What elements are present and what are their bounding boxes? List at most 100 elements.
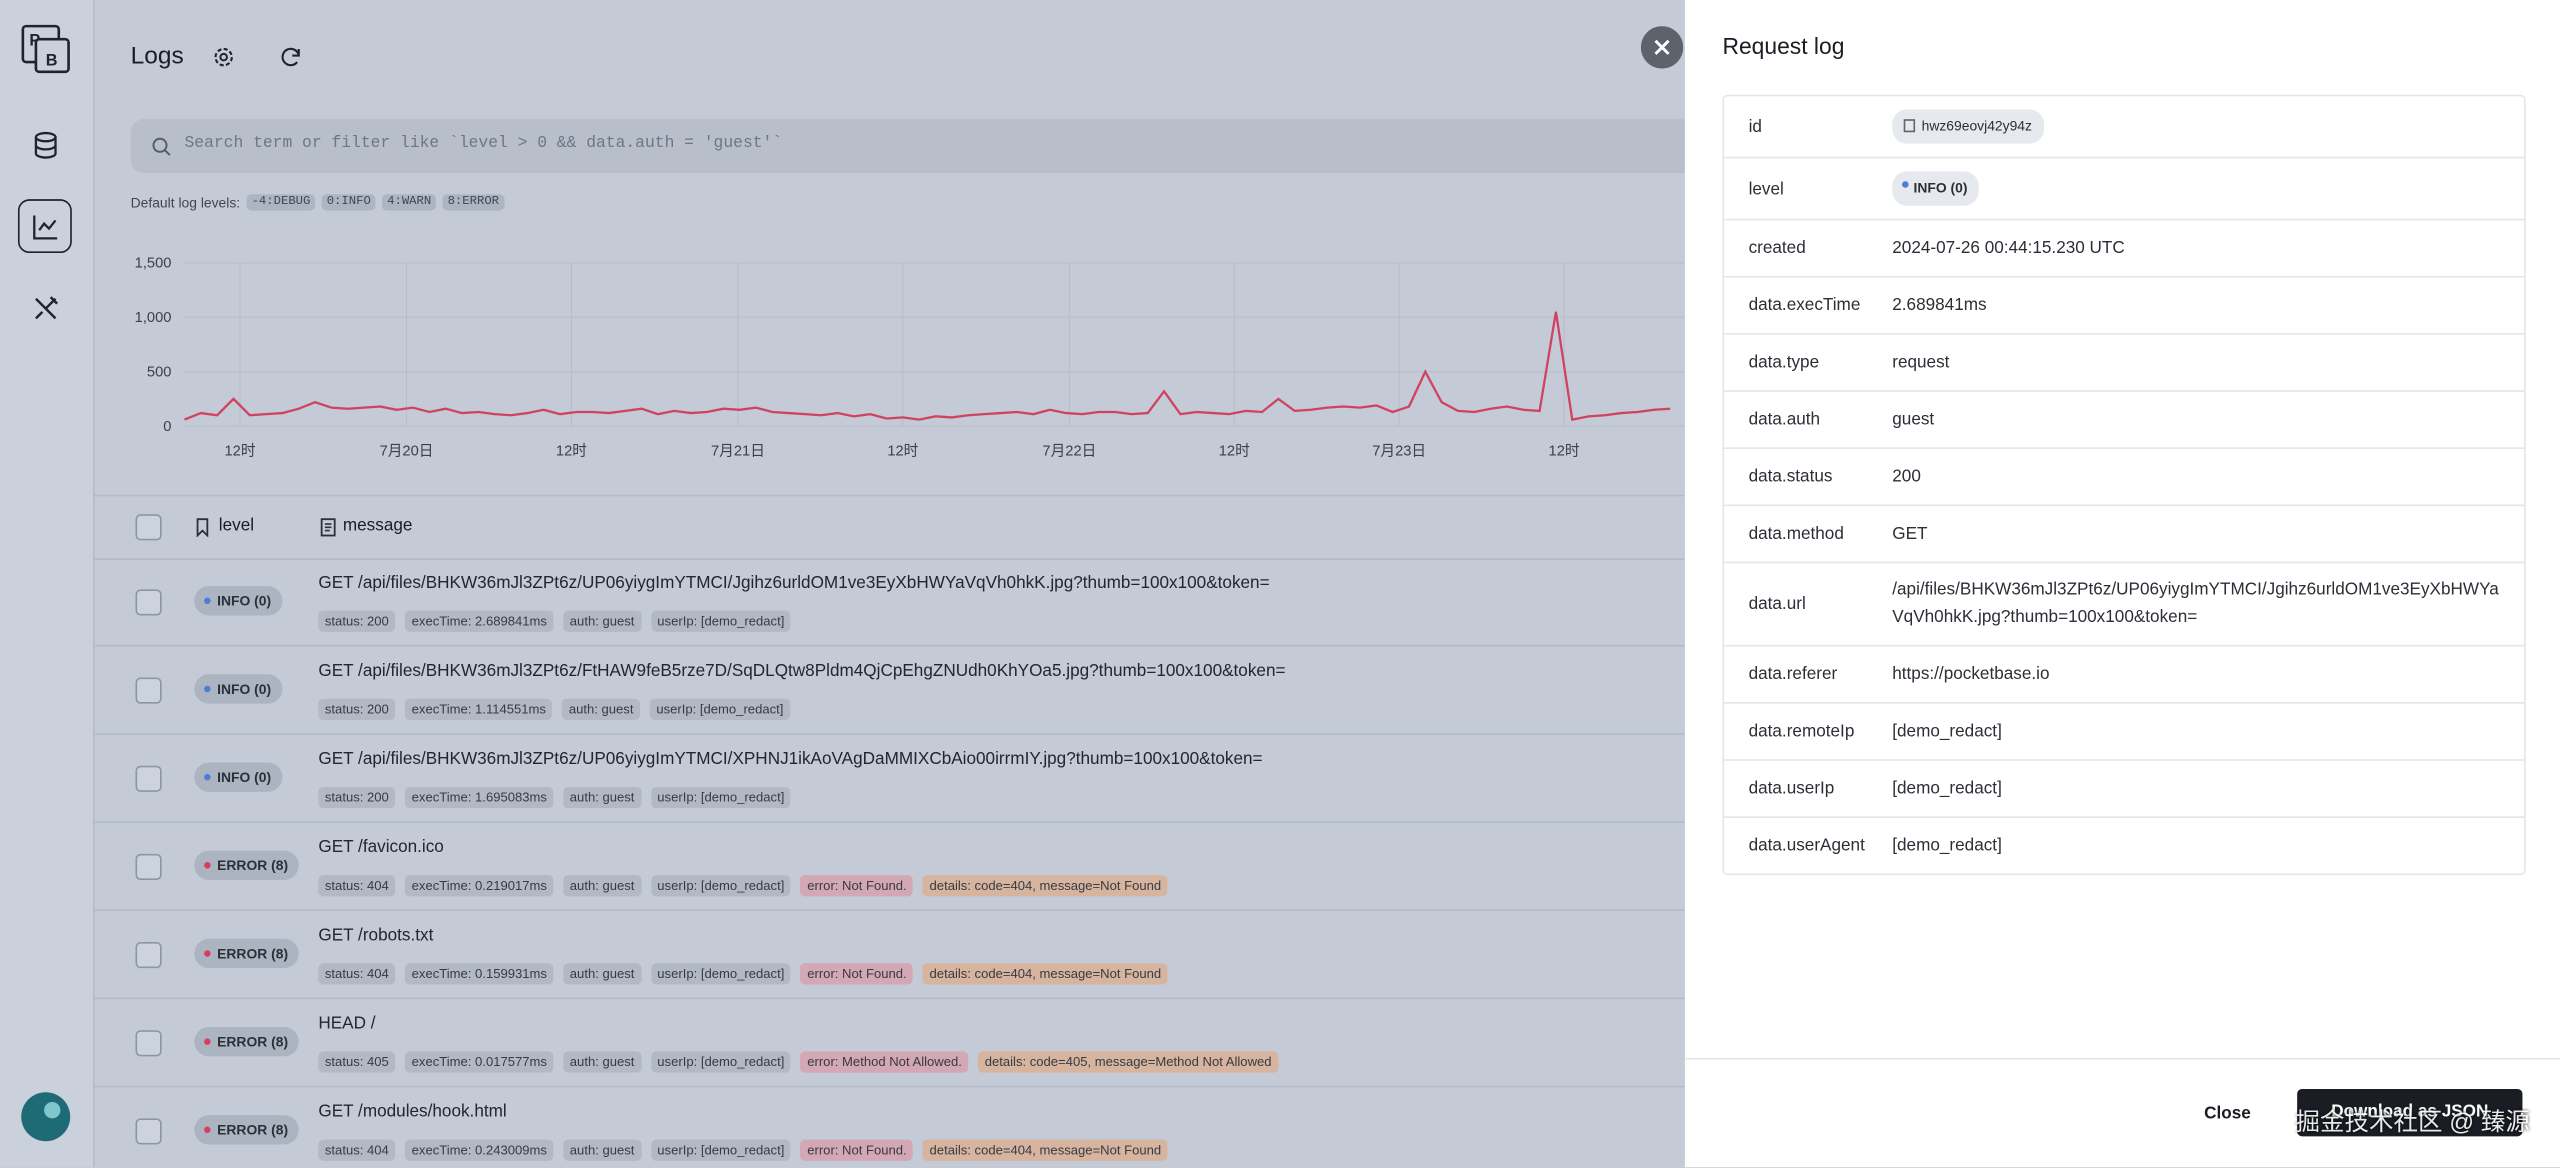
level-badge: INFO (0) bbox=[194, 586, 283, 616]
log-message: GET /robots.txt bbox=[318, 925, 434, 946]
detail-row: level INFO (0) bbox=[1724, 158, 2525, 221]
log-row[interactable]: ERROR (8) GET /modules/hook.html status: 4… bbox=[93, 1086, 1726, 1168]
panel-footer-divider bbox=[1684, 1057, 2560, 1060]
log-row[interactable]: ERROR (8) GET /favicon.ico status: 404 exec… bbox=[93, 821, 1726, 912]
gear-button[interactable] bbox=[211, 44, 237, 70]
log-tag: auth: guest bbox=[563, 875, 641, 897]
avatar[interactable] bbox=[20, 1091, 72, 1143]
search-icon bbox=[152, 137, 171, 156]
logo-letter: P bbox=[29, 32, 40, 50]
logo[interactable]: P B bbox=[21, 24, 70, 74]
log-row[interactable]: ERROR (8) HEAD / status: 405 execTime: 0.01… bbox=[93, 998, 1726, 1088]
level-dot bbox=[204, 950, 211, 957]
log-message: GET /api/files/BHKW36mJl3ZPt6z/FtHAW9feB… bbox=[318, 661, 1286, 681]
level-text: INFO (0) bbox=[217, 592, 272, 609]
level-badge: ERROR (8) bbox=[194, 938, 300, 969]
log-tag: details: code=404, message=Not Found bbox=[923, 1139, 1168, 1161]
row-checkbox[interactable] bbox=[135, 1118, 162, 1145]
log-levels: Default log levels: -4:DEBUG 0:INFO 4:WARN 8… bbox=[131, 194, 504, 211]
logo-letter: B bbox=[46, 51, 58, 69]
log-tag: execTime: 1.695083ms bbox=[405, 786, 554, 809]
row-checkbox[interactable] bbox=[135, 1030, 162, 1057]
detail-text: GET bbox=[1892, 523, 1928, 543]
detail-text: request bbox=[1892, 351, 1950, 372]
level-text: ERROR (8) bbox=[217, 857, 289, 874]
log-tag: execTime: 0.219017ms bbox=[405, 875, 554, 897]
log-tag: execTime: 0.243009ms bbox=[405, 1139, 554, 1161]
copy-icon bbox=[1903, 119, 1916, 133]
log-tag: error: Not Found. bbox=[800, 875, 914, 897]
y-tick-label: 1,000 bbox=[135, 310, 172, 326]
log-tag: error: Not Found. bbox=[800, 1139, 914, 1161]
x-tick-label: 7月22日 bbox=[1042, 444, 1096, 460]
log-tag: userIp: [demo_redact] bbox=[650, 786, 791, 809]
row-checkbox[interactable] bbox=[135, 765, 162, 792]
download-json-button[interactable]: Download as JSON bbox=[2297, 1088, 2523, 1137]
detail-text: [demo_redact] bbox=[1892, 835, 2002, 855]
detail-key: data.userIp bbox=[1748, 778, 1835, 799]
level-badge: INFO (0) bbox=[194, 762, 283, 792]
detail-row: created 2024-07-26 00:44:15.230 UTC bbox=[1724, 220, 2525, 278]
settings-icon[interactable] bbox=[31, 294, 60, 323]
detail-value: request bbox=[1892, 336, 2504, 390]
log-tag: status: 404 bbox=[318, 875, 396, 897]
search-bar[interactable]: Search term or filter like `level > 0 &&… bbox=[130, 119, 1747, 174]
column-header[interactable]: message bbox=[342, 515, 413, 536]
x-tick-label: 12时 bbox=[224, 443, 255, 460]
level-dot bbox=[204, 685, 211, 693]
row-checkbox[interactable] bbox=[135, 942, 162, 969]
close-overlay-button[interactable] bbox=[1640, 26, 1684, 69]
log-tags: status: 404 execTime: 0.219017ms auth: gue… bbox=[318, 875, 1168, 897]
detail-value: INFO (0) bbox=[1892, 158, 2504, 218]
log-row[interactable]: INFO (0) GET /api/files/BHKW36mJl3ZPt6z/F… bbox=[93, 645, 1726, 735]
detail-text: 2024-07-26 00:44:15.230 UTC bbox=[1892, 237, 2125, 258]
log-tag: auth: guest bbox=[563, 963, 641, 985]
log-row[interactable]: ERROR (8) GET /robots.txt status: 404 execT… bbox=[93, 909, 1726, 1000]
detail-value: 2024-07-26 00:44:15.230 UTC bbox=[1892, 221, 2504, 275]
detail-key: data.status bbox=[1748, 466, 1833, 487]
id-pill[interactable]: hwz69eovj42y94z bbox=[1892, 109, 2044, 144]
log-row[interactable]: INFO (0) GET /api/files/BHKW36mJl3ZPt6z/U… bbox=[93, 557, 1726, 647]
logs-nav-active[interactable] bbox=[17, 199, 72, 254]
log-tags: status: 200 execTime: 1.114551ms auth: gue… bbox=[318, 698, 790, 720]
message-icon bbox=[320, 518, 336, 537]
detail-row: data.auth guest bbox=[1724, 392, 2525, 449]
log-message: GET /api/files/BHKW36mJl3ZPt6z/UP06yiygI… bbox=[318, 573, 1270, 593]
collections-icon[interactable] bbox=[31, 131, 60, 160]
level-text: INFO (0) bbox=[1913, 179, 1968, 196]
close-button[interactable]: Close bbox=[2204, 1103, 2251, 1124]
log-tag: execTime: 0.017577ms bbox=[405, 1051, 554, 1073]
log-tag: userIp: [demo_redact] bbox=[650, 875, 791, 897]
detail-key: level bbox=[1748, 178, 1784, 199]
sidebar: P B bbox=[0, 0, 95, 1168]
level-dot bbox=[204, 862, 211, 869]
log-tags: status: 404 execTime: 0.243009ms auth: gue… bbox=[318, 1139, 1168, 1161]
level-dot bbox=[204, 773, 211, 781]
log-tag: auth: guest bbox=[563, 610, 641, 632]
detail-row: data.referer https://pocketbase.io bbox=[1724, 647, 2525, 704]
log-tag: status: 405 bbox=[318, 1051, 396, 1073]
log-message: HEAD / bbox=[318, 1013, 376, 1034]
y-tick-label: 0 bbox=[163, 419, 171, 435]
row-checkbox[interactable] bbox=[135, 853, 162, 880]
column-header[interactable]: level bbox=[218, 515, 255, 536]
log-tag: auth: guest bbox=[562, 698, 640, 720]
log-tag: status: 200 bbox=[318, 610, 396, 632]
detail-text: https://pocketbase.io bbox=[1892, 663, 2050, 684]
detail-value: [demo_redact] bbox=[1892, 704, 2504, 758]
detail-key: data.type bbox=[1748, 352, 1820, 373]
row-checkbox[interactable] bbox=[135, 589, 162, 616]
search-placeholder: Search term or filter like `level > 0 &&… bbox=[184, 135, 783, 154]
level-badge: ERROR (8) bbox=[194, 1026, 300, 1057]
refresh-button[interactable] bbox=[278, 44, 304, 70]
detail-row: data.remoteIp [demo_redact] bbox=[1724, 704, 2525, 761]
x-tick-label: 12时 bbox=[556, 443, 587, 460]
detail-text: 2.689841ms bbox=[1892, 294, 1987, 315]
x-tick-label: 7月21日 bbox=[711, 444, 765, 460]
row-checkbox[interactable] bbox=[135, 677, 162, 704]
log-tag: status: 404 bbox=[318, 1139, 396, 1161]
log-level-badge: -4:DEBUG bbox=[246, 194, 316, 211]
log-row[interactable]: INFO (0) GET /api/files/BHKW36mJl3ZPt6z/U… bbox=[93, 733, 1726, 823]
log-level-badge: 4:WARN bbox=[382, 194, 437, 211]
select-all-checkbox[interactable] bbox=[135, 514, 162, 541]
